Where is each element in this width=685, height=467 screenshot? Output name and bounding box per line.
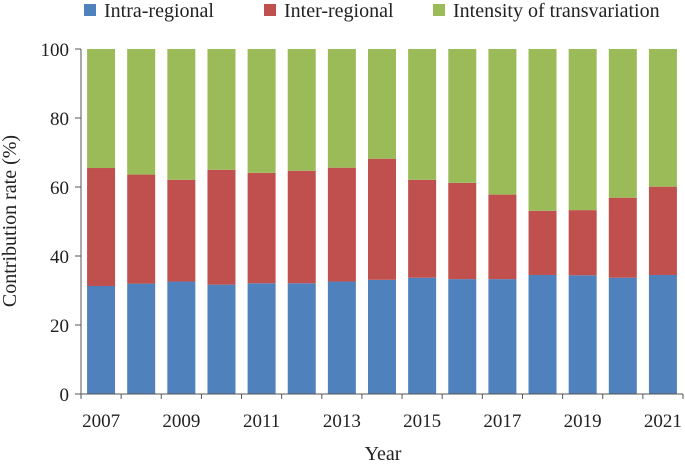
- bar-2007-series-3: [87, 49, 116, 169]
- legend: Intra-regional Inter-regional Intensity of…: [84, 0, 660, 22]
- y-tick-label: 20: [50, 316, 69, 337]
- bar-2016-series-3: [448, 49, 477, 183]
- y-tick-label: 100: [41, 40, 70, 61]
- y-tick-label: 40: [50, 247, 69, 268]
- bar-2020-series-3: [608, 49, 637, 198]
- bar-2018-series-1: [528, 274, 557, 394]
- bar-2011-series-2: [247, 172, 276, 284]
- bar-2019-series-1: [568, 275, 597, 394]
- legend-label: Inter-regional: [284, 0, 394, 22]
- bar-2021-series-1: [648, 274, 677, 394]
- bar-2021-series-2: [648, 186, 677, 275]
- bar-2012-series-1: [287, 283, 316, 394]
- bar-2007-series-1: [87, 286, 116, 394]
- bar-2014-series-3: [368, 49, 396, 159]
- axes: 0 20 40 60 80 100 2007 2009 2011 2013 2015 2017 2019…: [41, 40, 684, 432]
- bar-2013-series-1: [327, 281, 356, 394]
- y-tick-label: 0: [60, 385, 70, 406]
- bar-2015-series-2: [408, 179, 437, 278]
- y-tick-label: 80: [50, 109, 69, 130]
- bar-2009-series-3: [167, 49, 196, 180]
- bar-2012-series-2: [287, 170, 316, 284]
- x-axis-label: Year: [365, 443, 402, 462]
- bar-2019-series-2: [568, 210, 597, 276]
- x-tick-label: 2013: [323, 411, 361, 432]
- y-axis-label: Contribution rate (%): [0, 135, 21, 307]
- legend-swatch: [433, 4, 445, 16]
- plot-area: [87, 49, 677, 394]
- bar-2020-series-2: [608, 197, 637, 278]
- bar-2017-series-1: [488, 279, 517, 394]
- legend-label: Intra-regional: [104, 0, 214, 22]
- bar-2013-series-3: [327, 49, 356, 168]
- x-tick-label: 2017: [483, 411, 521, 432]
- bar-2008-series-3: [127, 49, 156, 175]
- legend-label: Intensity of transvariation: [453, 0, 660, 22]
- x-tick-label: 2011: [243, 411, 280, 432]
- bar-2012-series-3: [287, 49, 316, 171]
- bar-2017-series-2: [488, 194, 517, 280]
- x-tick-label: 2019: [564, 411, 602, 432]
- legend-swatch: [84, 4, 96, 16]
- bar-2008-series-1: [127, 283, 156, 394]
- bar-2007-series-2: [87, 168, 116, 287]
- bar-2017-series-3: [488, 49, 517, 195]
- bar-2016-series-1: [448, 279, 477, 394]
- bar-2018-series-3: [528, 49, 557, 211]
- bar-2013-series-2: [327, 167, 356, 282]
- bar-2015-series-3: [408, 49, 437, 180]
- bar-2015-series-1: [408, 277, 437, 394]
- bar-2016-series-2: [448, 182, 477, 280]
- bar-2011-series-1: [247, 283, 276, 394]
- legend-swatch: [264, 4, 276, 16]
- bar-2021-series-3: [648, 49, 677, 187]
- x-tick-label: 2009: [162, 411, 200, 432]
- x-tick-label: 2015: [403, 411, 441, 432]
- bar-2009-series-1: [167, 281, 196, 394]
- bar-2020-series-1: [608, 277, 637, 394]
- bar-2014-series-2: [368, 158, 396, 280]
- x-tick-label: 2007: [82, 411, 120, 432]
- y-tick-label: 60: [50, 178, 69, 199]
- bar-2010-series-2: [207, 169, 236, 285]
- bar-2011-series-3: [247, 49, 276, 173]
- bar-2019-series-3: [568, 49, 597, 211]
- bar-2009-series-2: [167, 179, 196, 282]
- x-tick-label: 2021: [644, 411, 682, 432]
- bar-2014-series-1: [368, 279, 396, 394]
- bar-2010-series-3: [207, 49, 236, 170]
- bar-2008-series-2: [127, 174, 156, 284]
- bar-2010-series-1: [207, 284, 236, 394]
- bar-2018-series-2: [528, 210, 557, 275]
